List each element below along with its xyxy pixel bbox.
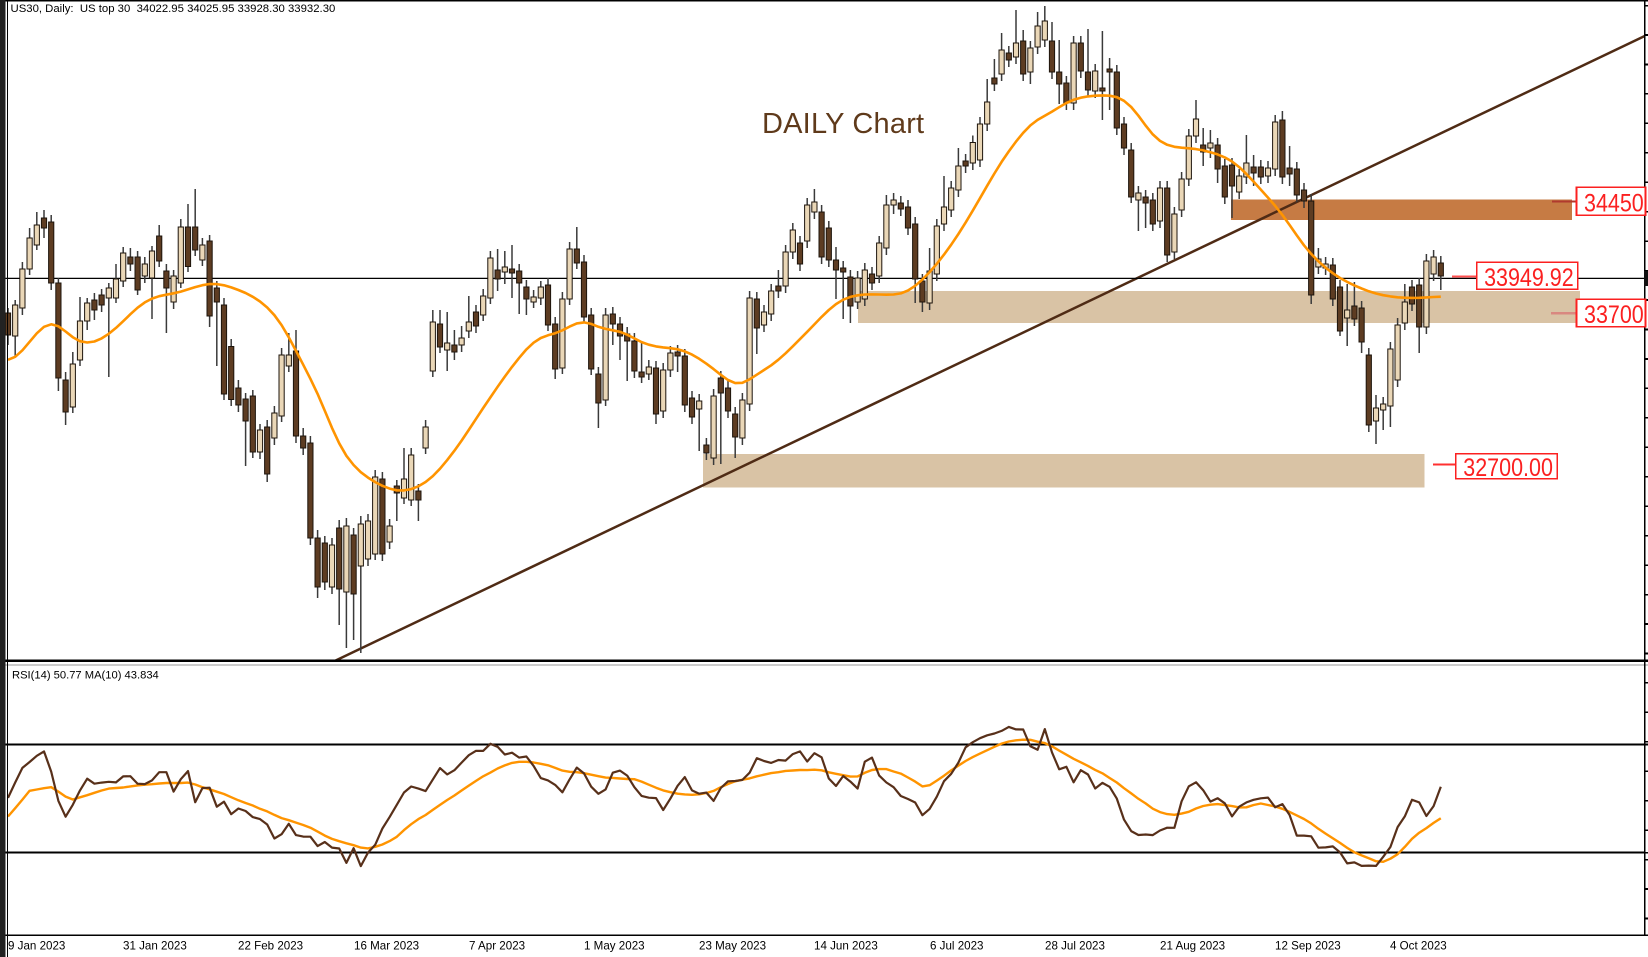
svg-text:28 Jul 2023: 28 Jul 2023 [1045,940,1105,953]
svg-text:16 Mar 2023: 16 Mar 2023 [354,940,419,953]
svg-text:34450: 34450 [1584,189,1644,217]
svg-text:23 May 2023: 23 May 2023 [699,940,766,953]
svg-text:1 May 2023: 1 May 2023 [584,940,645,953]
svg-text:31 Jan 2023: 31 Jan 2023 [123,940,187,953]
svg-text:7 Apr 2023: 7 Apr 2023 [469,940,525,953]
svg-text:33700: 33700 [1584,301,1644,329]
svg-text:33949.92: 33949.92 [1484,263,1574,291]
svg-text:US30, Daily: US top 30 34022: US30, Daily: US top 30 34022.95 34025.95… [11,3,336,15]
svg-text:4 Oct 2023: 4 Oct 2023 [1390,940,1447,953]
svg-text:22 Feb 2023: 22 Feb 2023 [238,940,303,953]
svg-text:21 Aug 2023: 21 Aug 2023 [1160,940,1225,953]
svg-text:DAILY Chart: DAILY Chart [762,108,924,140]
svg-text:14 Jun 2023: 14 Jun 2023 [814,940,878,953]
svg-text:12 Sep 2023: 12 Sep 2023 [1275,940,1341,953]
svg-text:RSI(14) 50.77 MA(10) 43.834: RSI(14) 50.77 MA(10) 43.834 [12,670,159,682]
svg-text:6 Jul 2023: 6 Jul 2023 [930,940,984,953]
svg-text:9 Jan 2023: 9 Jan 2023 [8,940,65,953]
svg-text:32700.00: 32700.00 [1463,454,1553,482]
